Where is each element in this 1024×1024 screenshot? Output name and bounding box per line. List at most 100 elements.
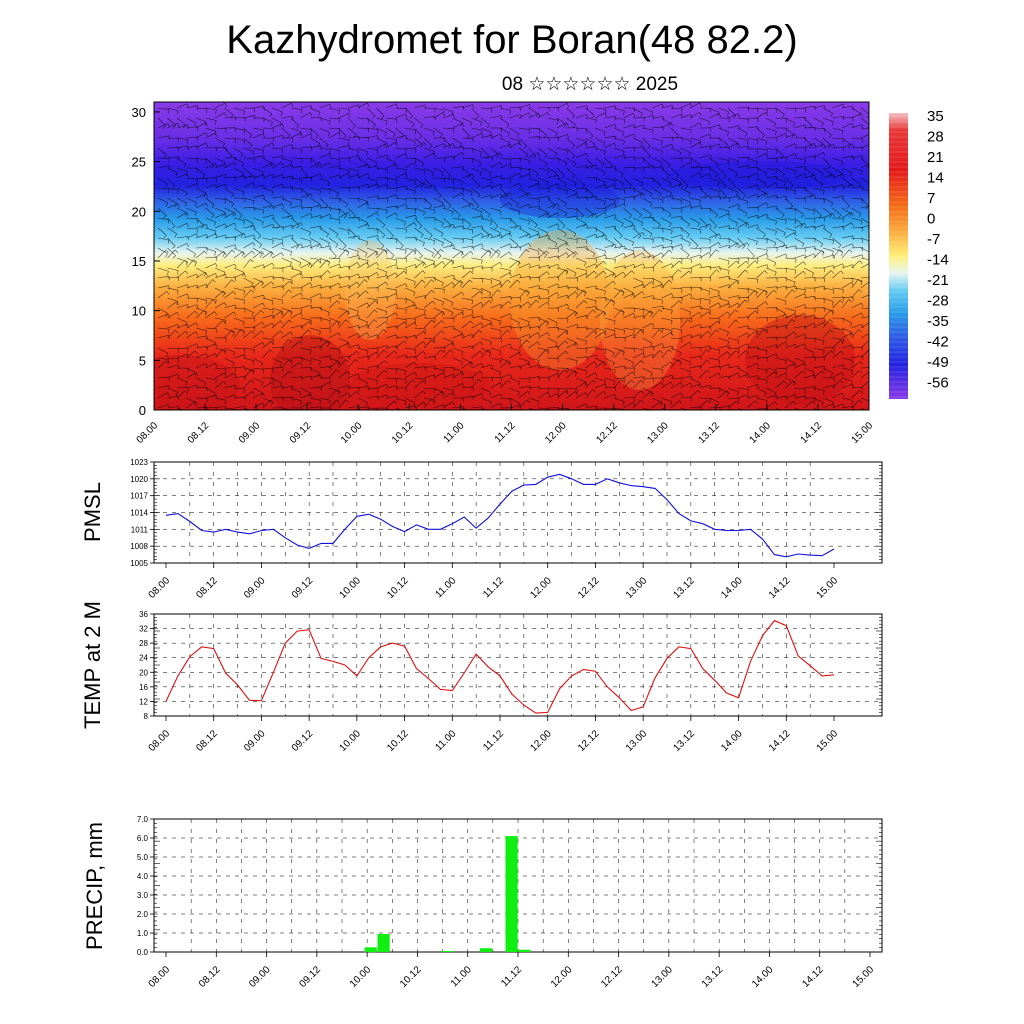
wind-barb-flag bbox=[668, 279, 673, 284]
wind-barb-flag bbox=[215, 343, 218, 348]
wind-barb bbox=[518, 203, 530, 209]
wind-barb bbox=[461, 314, 473, 319]
wind-barb-flag bbox=[206, 194, 208, 198]
wind-barb bbox=[689, 122, 700, 129]
wind-barb bbox=[205, 263, 216, 269]
wind-barb bbox=[167, 395, 179, 399]
wind-barb bbox=[214, 183, 226, 189]
wind-barb-flag bbox=[240, 329, 245, 333]
wind-barb bbox=[176, 236, 188, 239]
wind-barb bbox=[167, 347, 179, 350]
wind-barb bbox=[338, 113, 349, 119]
wind-barb bbox=[623, 237, 634, 243]
wind-barb-flag bbox=[232, 351, 235, 356]
wind-barb-flag bbox=[848, 299, 853, 303]
wind-barb-flag bbox=[736, 192, 739, 197]
wind-barb bbox=[832, 137, 844, 140]
wind-barb-flag bbox=[604, 350, 607, 355]
wind-barb-flag bbox=[851, 243, 854, 248]
wind-barb bbox=[499, 144, 511, 149]
wind-barb bbox=[186, 183, 197, 189]
wind-barb bbox=[784, 107, 797, 110]
wind-barb bbox=[499, 267, 511, 271]
wind-barb-flag bbox=[615, 166, 617, 171]
wind-barb-flag bbox=[487, 349, 492, 353]
wind-barb bbox=[376, 107, 385, 117]
wind-barb bbox=[860, 340, 869, 349]
wind-barb-flag bbox=[380, 245, 385, 250]
wind-barb-flag bbox=[620, 379, 625, 383]
wind-barb-flag bbox=[661, 141, 663, 146]
wind-barb-flag bbox=[868, 380, 869, 381]
wind-barb bbox=[604, 237, 615, 245]
wind-barb bbox=[319, 187, 331, 191]
wind-barb bbox=[699, 195, 711, 199]
wind-barb bbox=[585, 117, 597, 120]
wind-barb-flag bbox=[633, 134, 636, 138]
wind-barb bbox=[281, 331, 291, 339]
wind-barb bbox=[689, 277, 702, 279]
wind-barb-flag bbox=[595, 263, 598, 268]
wind-barb bbox=[632, 284, 644, 289]
wind-barb bbox=[718, 387, 729, 393]
wind-barb bbox=[499, 227, 511, 232]
wind-barb-flag bbox=[528, 263, 531, 268]
wind-barb bbox=[404, 372, 415, 379]
wind-barb-flag bbox=[735, 309, 739, 313]
wind-barb-flag bbox=[575, 412, 577, 416]
wind-barb bbox=[357, 386, 369, 389]
wind-barb bbox=[699, 359, 708, 369]
wind-barb-flag bbox=[747, 165, 750, 170]
wind-barb bbox=[452, 280, 461, 289]
wind-barb bbox=[471, 277, 483, 280]
wind-barb bbox=[338, 371, 348, 379]
wind-barb-flag bbox=[871, 163, 873, 167]
wind-barb-flag bbox=[356, 281, 360, 286]
wind-barb bbox=[699, 330, 709, 339]
wind-barb bbox=[765, 353, 777, 359]
wind-barb-flag bbox=[509, 232, 512, 237]
wind-barb bbox=[366, 272, 377, 279]
wind-barb-flag bbox=[638, 235, 642, 239]
wind-barb-flag bbox=[234, 244, 237, 249]
wind-barb-flag bbox=[221, 349, 226, 353]
wind-barb bbox=[699, 187, 708, 196]
wind-barb bbox=[623, 327, 635, 331]
wind-barb-flag bbox=[842, 289, 844, 294]
wind-barb bbox=[651, 277, 662, 284]
wind-barb-flag bbox=[529, 276, 531, 281]
wind-barb bbox=[252, 167, 264, 173]
wind-barb bbox=[613, 349, 622, 359]
wind-barb-flag bbox=[298, 262, 302, 267]
wind-barb bbox=[319, 147, 331, 151]
wind-barb bbox=[822, 270, 832, 279]
wind-barb-flag bbox=[591, 214, 595, 219]
wind-barb-flag bbox=[661, 343, 664, 348]
wind-barb-flag bbox=[525, 249, 530, 253]
wind-barb-flag bbox=[262, 392, 265, 397]
colorbar-label: -49 bbox=[927, 354, 949, 371]
wind-barb bbox=[860, 277, 869, 279]
wind-barb-flag bbox=[744, 269, 749, 273]
wind-barb bbox=[414, 117, 424, 126]
wind-barb-flag bbox=[859, 370, 863, 374]
wind-barb-flag bbox=[440, 349, 444, 353]
wind-barb bbox=[832, 103, 843, 109]
wind-barb-flag bbox=[357, 333, 360, 337]
wind-barb bbox=[376, 383, 387, 389]
wind-barb-flag bbox=[420, 184, 424, 188]
wind-barb bbox=[471, 147, 482, 153]
wind-barb bbox=[186, 385, 198, 389]
wind-barb-flag bbox=[633, 253, 636, 258]
wind-barb bbox=[670, 136, 683, 139]
wind-barb-flag bbox=[830, 202, 834, 207]
wind-barb bbox=[594, 207, 607, 209]
wind-barb-flag bbox=[510, 296, 512, 301]
wind-barb bbox=[385, 312, 396, 319]
wind-barb bbox=[167, 247, 176, 256]
wind-barb bbox=[195, 122, 206, 129]
wind-barb bbox=[281, 359, 290, 369]
wind-barb bbox=[851, 137, 863, 139]
wind-barb bbox=[157, 123, 169, 129]
wind-barb bbox=[300, 105, 312, 109]
